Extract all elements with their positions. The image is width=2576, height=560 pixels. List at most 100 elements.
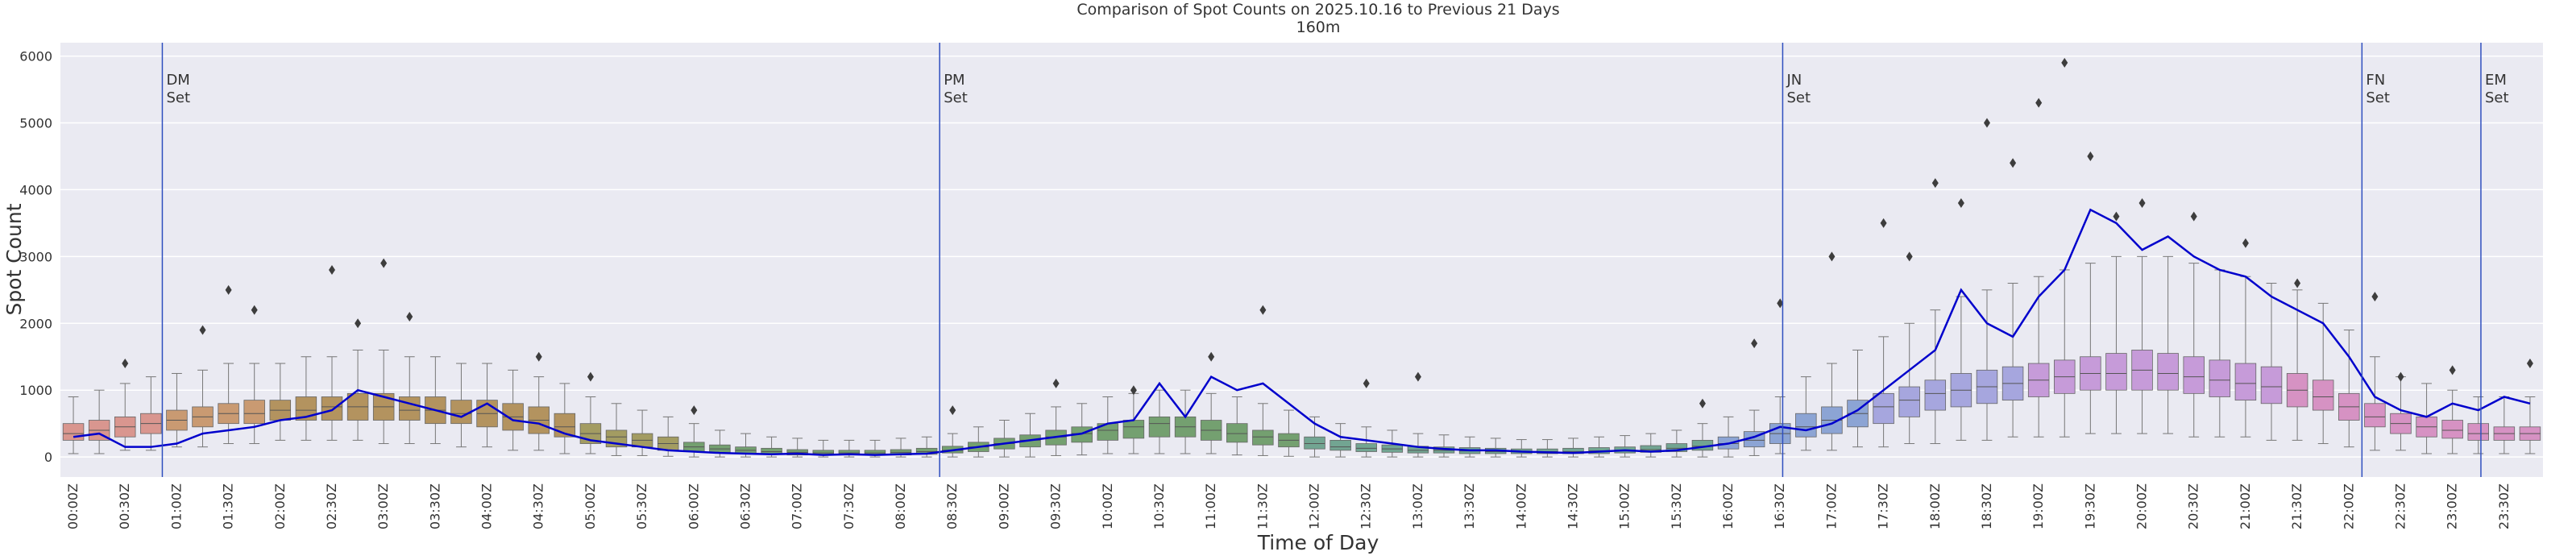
event-label: PM <box>944 72 964 89</box>
box <box>1148 416 1171 438</box>
x-tick-label: 08:30Z <box>944 483 960 529</box>
box <box>1304 436 1325 450</box>
outlier <box>2087 151 2094 161</box>
y-tick-label: 2000 <box>19 316 52 331</box>
y-tick-label: 3000 <box>19 249 52 264</box>
outlier <box>535 351 542 362</box>
x-tick-label: 12:00Z <box>1307 483 1322 529</box>
x-tick-label: 06:00Z <box>686 483 701 529</box>
x-tick-label: 13:30Z <box>1462 483 1477 529</box>
x-tick-label: 09:30Z <box>1048 483 1064 529</box>
outlier <box>1130 385 1137 396</box>
y-axis-label: Spot Count <box>2 203 26 315</box>
x-tick-label: 18:30Z <box>1979 483 1994 529</box>
y-tick-label: 5000 <box>19 116 52 131</box>
x-tick-label: 11:00Z <box>1203 483 1218 529</box>
x-tick-label: 21:00Z <box>2238 483 2253 529</box>
box <box>2234 363 2257 401</box>
plot-background <box>60 43 2543 477</box>
x-tick-label: 16:00Z <box>1720 483 1736 529</box>
chart-title: Comparison of Spot Counts on 2025.10.16 … <box>1076 1 1559 19</box>
event-label: JN <box>1786 72 1802 89</box>
box <box>1873 392 1894 425</box>
outlier <box>2294 278 2301 288</box>
outlier <box>225 284 232 295</box>
event-label: FN <box>2366 72 2385 89</box>
y-tick-label: 4000 <box>19 182 52 197</box>
outlier <box>1414 371 1421 382</box>
x-tick-label: 06:30Z <box>737 483 753 529</box>
outlier <box>406 311 413 321</box>
x-tick-label: 05:00Z <box>583 483 598 529</box>
outlier <box>122 359 129 369</box>
event-label: Set <box>1786 89 1811 106</box>
x-tick-label: 03:30Z <box>427 483 442 529</box>
x-tick-label: 02:00Z <box>272 483 288 529</box>
outlier <box>1208 351 1215 362</box>
box <box>321 396 343 421</box>
box <box>1795 413 1817 438</box>
x-axis-label: Time of Day <box>1257 531 1379 554</box>
event-label: DM <box>166 72 189 89</box>
outlier <box>2449 365 2456 375</box>
box <box>399 396 421 421</box>
outlier <box>2035 97 2043 108</box>
box <box>1329 439 1351 451</box>
today-line <box>73 208 2531 456</box>
outlier <box>2138 198 2146 209</box>
event-label: Set <box>2485 89 2509 106</box>
outlier <box>1777 298 1784 309</box>
chart-subtitle: 160m <box>1296 19 1341 36</box>
y-tick-label: 0 <box>44 450 52 465</box>
x-tick-label: 08:00Z <box>893 483 908 529</box>
outlier <box>1363 378 1370 388</box>
x-tick-label: 16:30Z <box>1772 483 1787 529</box>
x-tick-label: 23:30Z <box>2496 483 2512 529</box>
outlier <box>1699 398 1706 409</box>
x-tick-label: 22:00Z <box>2341 483 2356 529</box>
x-tick-label: 04:30Z <box>531 483 546 529</box>
x-tick-label: 19:00Z <box>2031 483 2046 529</box>
x-tick-label: 00:00Z <box>65 483 81 529</box>
x-tick-label: 09:00Z <box>996 483 1011 529</box>
outlier <box>2113 211 2120 222</box>
x-tick-label: 18:00Z <box>1927 483 1943 529</box>
x-tick-label: 14:30Z <box>1565 483 1580 529</box>
x-tick-label: 15:00Z <box>1617 483 1632 529</box>
outlier <box>1828 251 1836 262</box>
x-tick-label: 07:00Z <box>790 483 805 529</box>
box <box>62 423 85 441</box>
x-tick-label: 01:00Z <box>168 483 184 529</box>
outlier <box>355 318 362 329</box>
box <box>1252 429 1274 446</box>
x-tick-label: 19:30Z <box>2082 483 2097 529</box>
box <box>450 400 472 425</box>
x-tick-label: 07:30Z <box>841 483 857 529</box>
outlier <box>587 371 594 382</box>
box <box>2157 353 2179 391</box>
x-tick-label: 11:30Z <box>1255 483 1270 529</box>
outlier <box>1957 198 1964 209</box>
x-tick-label: 01:30Z <box>221 483 236 529</box>
event-label: Set <box>166 89 190 106</box>
box <box>1355 443 1377 452</box>
box <box>243 400 265 425</box>
outlier <box>251 305 258 315</box>
box <box>1122 420 1145 439</box>
outlier <box>2397 371 2404 382</box>
outlier <box>1880 218 1887 228</box>
event-label: EM <box>2485 72 2507 89</box>
outlier <box>2010 158 2017 168</box>
x-tick-label: 02:30Z <box>324 483 339 529</box>
x-tick-label: 20:30Z <box>2186 483 2201 529</box>
event-label: Set <box>2366 89 2390 106</box>
x-tick-label: 12:30Z <box>1359 483 1374 529</box>
x-tick-label: 21:30Z <box>2289 483 2304 529</box>
box <box>2441 420 2463 439</box>
y-tick-label: 1000 <box>19 383 52 398</box>
x-tick-label: 22:30Z <box>2392 483 2408 529</box>
box <box>1226 423 1248 443</box>
x-tick-label: 10:00Z <box>1100 483 1115 529</box>
